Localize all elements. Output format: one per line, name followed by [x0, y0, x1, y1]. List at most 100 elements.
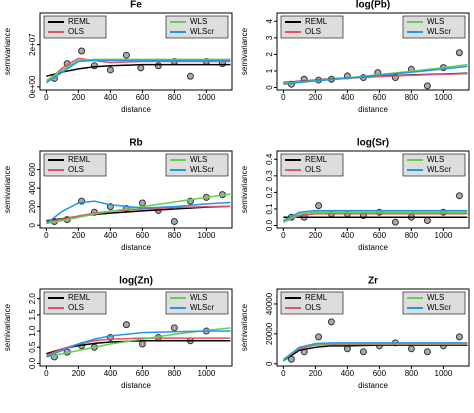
point	[423, 82, 431, 90]
fit-line	[283, 209, 468, 222]
x-tick-label: 1000	[435, 231, 453, 240]
panel-title: Fe	[130, 0, 142, 11]
fit-line	[282, 342, 468, 362]
legend-label: WLScr	[427, 303, 451, 312]
x-tick-label: 800	[405, 369, 419, 378]
x-axis-label: distance	[358, 381, 388, 390]
plot-frame	[39, 288, 233, 367]
point	[90, 62, 98, 70]
plot-frame	[276, 150, 470, 229]
point	[154, 62, 162, 70]
y-tick-label: 400	[28, 181, 37, 195]
point	[78, 47, 86, 55]
x-tick-label: 400	[104, 369, 118, 378]
legend-label: WLS	[190, 293, 207, 302]
y-tick-label: 0.2	[265, 186, 274, 198]
y-axis-label: semivariance	[3, 303, 12, 351]
y-tick-label: 3	[265, 35, 274, 40]
y-axis-label: semivariance	[3, 27, 12, 75]
y-tick-label: 0e+00	[28, 75, 37, 98]
y-tick-label: 40000	[265, 292, 274, 315]
x-tick-label: 600	[373, 231, 387, 240]
legend-label: WLS	[427, 155, 444, 164]
x-tick-label: 0	[281, 93, 286, 102]
point	[122, 321, 130, 329]
y-tick-label: 0.1	[265, 203, 274, 215]
point	[170, 218, 178, 226]
y-tick-label: 4	[265, 19, 274, 24]
point	[423, 217, 431, 225]
point	[186, 72, 194, 80]
x-tick-label: 600	[136, 93, 150, 102]
legend-label: WLS	[190, 155, 207, 164]
fit-line	[45, 57, 231, 84]
y-tick-label: 600	[28, 162, 37, 176]
x-tick-label: 0	[44, 369, 49, 378]
x-tick-label: 200	[72, 231, 86, 240]
legend-label: OLS	[68, 165, 84, 174]
fit-line	[45, 59, 231, 84]
x-tick-label: 800	[168, 231, 182, 240]
x-tick-label: 200	[309, 231, 323, 240]
y-tick-label: 2e+07	[28, 33, 37, 56]
x-tick-label: 800	[405, 93, 419, 102]
plot-frame	[276, 12, 470, 91]
point	[315, 202, 323, 210]
point	[359, 348, 367, 356]
y-tick-label: 0.4	[265, 153, 274, 165]
legend-label: WLS	[427, 293, 444, 302]
x-tick-label: 0	[281, 231, 286, 240]
point	[407, 345, 415, 353]
legend-label: WLScr	[427, 165, 451, 174]
legend-label: WLS	[190, 17, 207, 26]
point	[138, 199, 146, 207]
y-tick-label: 0.5	[28, 341, 37, 353]
y-axis-label: semivariance	[240, 165, 249, 213]
x-tick-label: 400	[104, 93, 118, 102]
x-axis-label: distance	[121, 381, 151, 390]
x-tick-label: 600	[136, 369, 150, 378]
x-tick-label: 1000	[435, 369, 453, 378]
fit-line	[283, 65, 468, 85]
y-tick-label: 2	[265, 52, 274, 57]
x-tick-label: 600	[136, 231, 150, 240]
panel-title: Rb	[129, 138, 142, 149]
fit-line	[282, 344, 468, 362]
point	[137, 64, 145, 72]
point	[138, 340, 146, 348]
x-tick-label: 400	[104, 231, 118, 240]
point	[423, 348, 431, 356]
fit-line	[46, 205, 231, 223]
point	[343, 345, 351, 353]
x-tick-label: 1000	[198, 231, 216, 240]
y-axis-label: semivariance	[3, 165, 12, 213]
x-tick-label: 0	[281, 369, 286, 378]
x-tick-label: 800	[168, 93, 182, 102]
x-tick-label: 1000	[198, 93, 216, 102]
y-tick-label: 1.5	[28, 309, 37, 321]
point	[391, 218, 399, 226]
y-tick-label: 200	[28, 199, 37, 213]
x-axis-label: distance	[121, 105, 151, 114]
x-tick-label: 200	[309, 369, 323, 378]
x-tick-label: 800	[168, 369, 182, 378]
x-tick-label: 1000	[198, 369, 216, 378]
x-tick-label: 400	[341, 369, 355, 378]
fit-line	[45, 58, 231, 82]
panel-title: Zr	[368, 276, 378, 287]
x-axis-label: distance	[358, 105, 388, 114]
point	[327, 318, 335, 326]
fit-line	[46, 330, 231, 358]
x-tick-label: 800	[405, 231, 419, 240]
x-tick-label: 600	[373, 93, 387, 102]
legend-label: OLS	[68, 27, 84, 36]
legend-label: REML	[305, 293, 328, 302]
panel-title: log(Sr)	[357, 138, 389, 149]
fit-line	[45, 200, 231, 224]
y-tick-label: 1.0	[28, 325, 37, 337]
x-axis-label: distance	[121, 243, 151, 252]
y-tick-label: 0.3	[265, 170, 274, 182]
point	[106, 66, 114, 74]
panel-title: log(Pb)	[356, 0, 390, 11]
